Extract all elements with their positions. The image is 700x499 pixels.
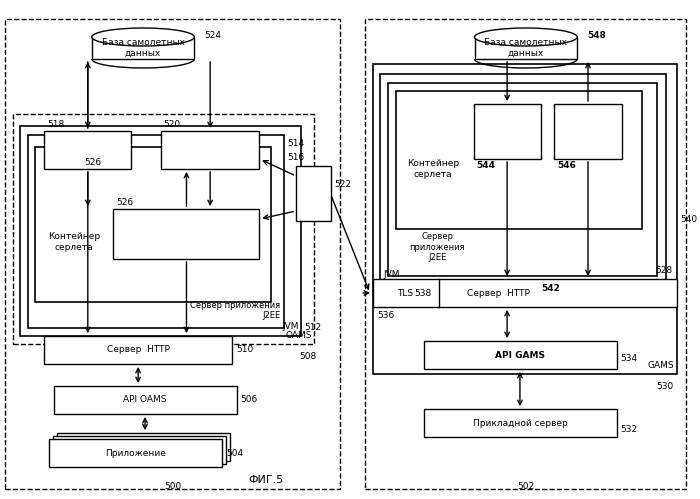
- Bar: [92, 37, 195, 59]
- Text: API GAMS: API GAMS: [495, 350, 545, 359]
- Text: 528: 528: [656, 266, 673, 275]
- Text: 546: 546: [557, 161, 576, 170]
- Bar: [380, 74, 666, 284]
- Text: Прикладной сервер: Прикладной сервер: [473, 419, 567, 428]
- Bar: [34, 147, 272, 302]
- Text: Сервер
приложения
J2EE: Сервер приложения J2EE: [410, 232, 465, 262]
- Text: 544: 544: [477, 161, 496, 170]
- Bar: [474, 104, 540, 159]
- Text: 538: 538: [414, 289, 432, 298]
- Text: TLS: TLS: [398, 288, 414, 297]
- Text: API OAMS: API OAMS: [123, 396, 167, 405]
- Text: 534: 534: [621, 354, 638, 363]
- Text: 502: 502: [517, 482, 534, 491]
- Bar: [395, 91, 643, 229]
- Text: 514: 514: [287, 139, 304, 148]
- Text: OAMS: OAMS: [286, 331, 312, 340]
- Bar: [424, 341, 617, 369]
- Text: 518: 518: [48, 120, 64, 129]
- Bar: [44, 131, 131, 169]
- Text: 516: 516: [287, 153, 304, 162]
- Ellipse shape: [475, 28, 578, 46]
- Text: 530: 530: [657, 382, 674, 391]
- Text: GAMS: GAMS: [648, 361, 674, 370]
- Text: 520: 520: [164, 120, 181, 129]
- Ellipse shape: [92, 28, 195, 46]
- Bar: [296, 166, 330, 221]
- Text: 548: 548: [587, 30, 606, 39]
- Text: 536: 536: [377, 311, 394, 320]
- Text: 510: 510: [236, 345, 253, 354]
- Text: JVM: JVM: [384, 270, 400, 279]
- Bar: [373, 64, 677, 374]
- Bar: [13, 114, 314, 344]
- Text: 512: 512: [304, 323, 321, 332]
- Text: 508: 508: [299, 352, 316, 361]
- Text: 524: 524: [204, 30, 221, 39]
- Text: JVM: JVM: [282, 322, 299, 331]
- Bar: [475, 37, 578, 59]
- Bar: [365, 19, 686, 489]
- Text: ФИГ.5: ФИГ.5: [248, 475, 284, 485]
- Bar: [5, 19, 340, 489]
- Bar: [373, 279, 677, 307]
- Text: 540: 540: [681, 215, 698, 224]
- Bar: [27, 135, 284, 328]
- Bar: [49, 439, 222, 467]
- Bar: [388, 83, 657, 276]
- Bar: [20, 126, 301, 336]
- Text: Контейнер
серлета: Контейнер серлета: [48, 233, 100, 251]
- Text: Контейнер
серлета: Контейнер серлета: [407, 159, 459, 179]
- Text: 526: 526: [84, 158, 101, 167]
- Text: 526: 526: [116, 198, 134, 207]
- Text: 542: 542: [542, 284, 561, 293]
- Bar: [44, 336, 232, 364]
- Bar: [55, 386, 237, 414]
- Bar: [161, 131, 260, 169]
- Text: База самолетных
данных: База самолетных данных: [102, 38, 185, 58]
- Text: 522: 522: [335, 180, 351, 189]
- Text: 504: 504: [226, 449, 243, 458]
- Text: Сервер  HTTP: Сервер HTTP: [467, 288, 530, 297]
- Text: База самолетных
данных: База самолетных данных: [484, 38, 568, 58]
- Text: Сервер  HTTP: Сервер HTTP: [106, 345, 169, 354]
- Bar: [53, 436, 226, 464]
- Text: Сервер приложения
J2EE: Сервер приложения J2EE: [190, 300, 280, 320]
- Bar: [57, 433, 230, 461]
- Bar: [554, 104, 622, 159]
- Text: 500: 500: [164, 482, 181, 491]
- Text: 506: 506: [241, 396, 258, 405]
- Bar: [113, 209, 260, 259]
- Text: 532: 532: [621, 425, 638, 434]
- Bar: [424, 409, 617, 437]
- Text: Приложение: Приложение: [105, 449, 166, 458]
